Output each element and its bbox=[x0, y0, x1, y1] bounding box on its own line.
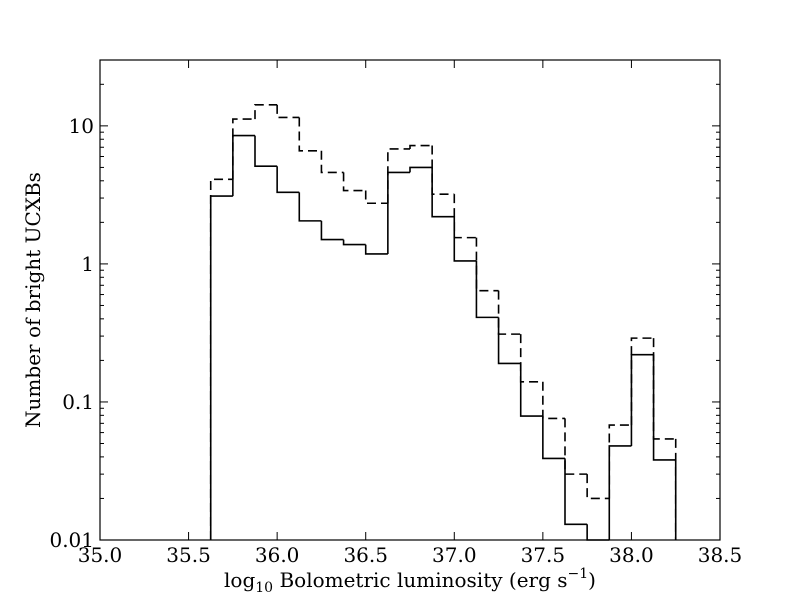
histogram-bin bbox=[475, 260, 499, 319]
x-axis-title: log10 Bolometric luminosity (erg s−1) bbox=[224, 566, 596, 596]
histogram-bin bbox=[542, 381, 565, 420]
x-tick-label: 36.0 bbox=[255, 543, 300, 567]
y-tick-label: 10 bbox=[69, 114, 94, 138]
histogram-bin bbox=[298, 117, 322, 152]
x-axis-title-subscript: 10 bbox=[255, 580, 273, 596]
histogram-bin bbox=[453, 194, 477, 239]
histogram-bin bbox=[409, 144, 433, 149]
histogram-bin bbox=[254, 135, 278, 168]
x-axis-title-prefix: log bbox=[224, 568, 255, 592]
histogram-bin bbox=[586, 474, 610, 500]
y-axis-title: Number of bright UCXBs bbox=[21, 172, 45, 428]
histogram-bin bbox=[586, 524, 610, 541]
histogram-bin bbox=[254, 104, 278, 120]
histogram-bin bbox=[342, 239, 366, 246]
histogram-bin bbox=[342, 172, 366, 192]
histogram-bin bbox=[431, 167, 455, 218]
histogram-bin bbox=[608, 424, 632, 499]
series-solid bbox=[209, 134, 677, 541]
histogram-bin bbox=[364, 190, 388, 205]
histogram-bin bbox=[209, 178, 233, 540]
histogram-bin bbox=[364, 244, 388, 255]
x-tick-label: 37.5 bbox=[521, 543, 566, 567]
tick-layer: 35.0 35.5 36.0 36.5 37.0 37.5 38.0 38.5 0.01 0.1 1… bbox=[49, 60, 742, 567]
y-tick-label: 0.01 bbox=[49, 528, 94, 552]
histogram-bin bbox=[387, 171, 410, 254]
x-tick-label: 37.0 bbox=[432, 543, 477, 567]
histogram-bin bbox=[630, 337, 654, 426]
histogram-bin bbox=[387, 148, 410, 204]
x-axis-title-suffix: ) bbox=[588, 568, 596, 592]
histogram-bin bbox=[320, 150, 344, 174]
histogram-bin bbox=[209, 195, 233, 540]
histogram-bin bbox=[497, 317, 521, 365]
x-tick-label: 35.0 bbox=[78, 543, 123, 567]
histogram-bin bbox=[652, 338, 676, 440]
histogram-bin bbox=[519, 363, 543, 417]
series-layer bbox=[209, 104, 677, 541]
histogram-bin bbox=[564, 418, 588, 475]
histogram-bin bbox=[652, 354, 676, 461]
histogram-bin bbox=[475, 237, 499, 292]
series-dashed bbox=[209, 104, 677, 540]
histogram-bin bbox=[232, 118, 255, 180]
histogram-bin bbox=[630, 353, 654, 446]
x-axis-title-main: Bolometric luminosity (erg s bbox=[273, 568, 567, 592]
histogram-bin bbox=[542, 416, 565, 460]
x-tick-label: 38.0 bbox=[609, 543, 654, 567]
histogram-bin bbox=[276, 104, 300, 119]
histogram-bin bbox=[497, 290, 521, 335]
histogram-bin bbox=[320, 220, 344, 241]
x-tick-label: 36.5 bbox=[343, 543, 388, 567]
histogram-bin bbox=[431, 145, 455, 195]
plot-frame bbox=[99, 59, 721, 541]
x-tick-label: 38.5 bbox=[698, 543, 743, 567]
y-tick-label: 0.1 bbox=[62, 390, 94, 414]
histogram-bin bbox=[564, 458, 588, 526]
histogram-bin bbox=[519, 334, 543, 383]
histogram-bin bbox=[608, 445, 632, 540]
histogram-bin bbox=[453, 216, 477, 262]
x-axis-title-superscript: −1 bbox=[568, 566, 589, 582]
histogram-bin bbox=[232, 134, 255, 197]
histogram-bin bbox=[409, 166, 433, 173]
histogram-bin bbox=[276, 166, 300, 194]
x-tick-label: 35.5 bbox=[166, 543, 211, 567]
y-tick-label: 1 bbox=[81, 252, 94, 276]
histogram-bin bbox=[298, 192, 322, 222]
